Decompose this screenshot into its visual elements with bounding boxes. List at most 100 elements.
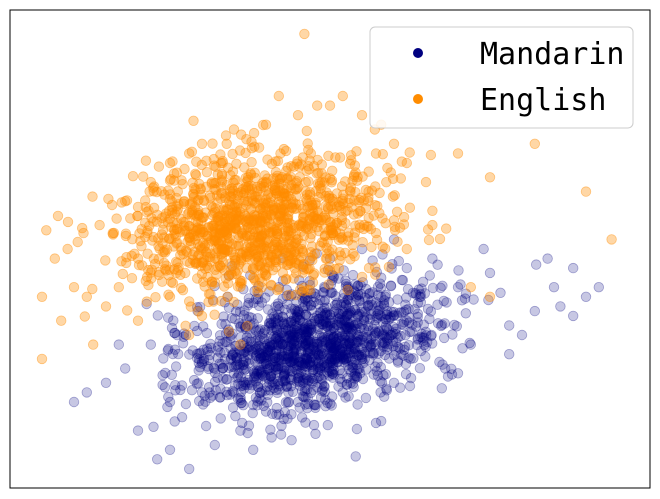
point-mandarin [343, 335, 354, 346]
point-english [222, 222, 234, 234]
point-english [219, 247, 231, 258]
point-english [239, 209, 250, 220]
point-mandarin [416, 328, 428, 340]
point-mandarin [365, 341, 376, 353]
point-mandarin [289, 353, 301, 364]
point-mandarin [347, 346, 358, 357]
point-english [313, 191, 324, 203]
point-english [260, 177, 272, 189]
point-english [172, 265, 184, 276]
point-english [277, 204, 288, 215]
point-mandarin [227, 402, 239, 413]
point-mandarin [276, 350, 288, 361]
point-mandarin [277, 339, 288, 350]
point-english [242, 222, 253, 234]
point-mandarin [203, 354, 215, 366]
point-english [103, 193, 114, 205]
point-mandarin [200, 420, 212, 432]
point-mandarin [364, 314, 376, 325]
point-english [350, 186, 361, 198]
point-english [218, 205, 230, 216]
point-mandarin [308, 373, 319, 385]
point-mandarin [257, 328, 268, 340]
point-english [281, 273, 292, 285]
point-mandarin [297, 292, 308, 304]
point-english [251, 181, 263, 193]
point-mandarin [418, 319, 430, 330]
point-english [246, 234, 257, 246]
point-mandarin [406, 326, 417, 337]
point-mandarin [264, 385, 276, 396]
point-english [226, 269, 238, 280]
point-english [219, 281, 230, 292]
point-mandarin [230, 360, 242, 371]
point-mandarin [235, 425, 246, 436]
point-mandarin [353, 329, 364, 341]
point-mandarin [299, 322, 311, 333]
point-english [209, 222, 221, 234]
point-mandarin [209, 363, 220, 374]
point-mandarin [273, 340, 284, 351]
point-english [280, 145, 292, 157]
point-english [297, 267, 308, 279]
point-mandarin [207, 390, 218, 401]
point-mandarin [320, 401, 331, 412]
point-english [148, 253, 160, 264]
point-english [260, 119, 272, 130]
point-english [247, 195, 259, 207]
point-english [300, 186, 311, 197]
point-english [161, 260, 172, 271]
point-mandarin [382, 334, 393, 345]
point-mandarin [255, 387, 266, 399]
point-english [423, 234, 435, 246]
point-english [172, 204, 184, 215]
point-english [327, 165, 338, 177]
point-english [304, 213, 316, 224]
point-english [290, 289, 301, 301]
point-mandarin [198, 355, 210, 367]
point-english [229, 266, 241, 277]
point-english [259, 170, 271, 181]
point-mandarin [379, 349, 391, 361]
point-english [278, 187, 290, 199]
point-english [261, 242, 272, 253]
point-mandarin [345, 318, 356, 329]
point-english [347, 239, 358, 251]
point-english [363, 186, 374, 197]
point-english [327, 221, 339, 233]
point-english [167, 156, 178, 167]
point-mandarin [183, 463, 195, 475]
point-mandarin [314, 363, 326, 374]
point-english [171, 167, 183, 178]
point-english [201, 260, 213, 271]
point-english [257, 204, 268, 216]
point-mandarin [329, 353, 340, 365]
point-mandarin [302, 326, 313, 338]
point-english [139, 217, 151, 228]
point-english [215, 181, 227, 192]
point-english [296, 238, 307, 250]
point-mandarin [277, 252, 288, 264]
point-english [229, 252, 241, 263]
point-mandarin [381, 305, 393, 317]
point-mandarin [313, 321, 324, 332]
point-mandarin [325, 356, 336, 368]
point-mandarin [300, 337, 311, 349]
point-english [340, 176, 351, 187]
point-english [186, 199, 197, 210]
point-english [211, 269, 222, 280]
point-english [280, 247, 292, 259]
point-english [270, 256, 282, 268]
point-mandarin [287, 386, 299, 398]
point-mandarin [300, 392, 311, 403]
point-english [183, 148, 195, 159]
point-english [214, 228, 225, 239]
point-mandarin [255, 350, 266, 362]
point-english [215, 236, 227, 247]
point-english [218, 243, 229, 254]
point-mandarin [434, 356, 445, 368]
point-english [265, 219, 277, 231]
point-english [219, 243, 230, 255]
point-english [342, 205, 353, 216]
point-english [290, 229, 302, 240]
